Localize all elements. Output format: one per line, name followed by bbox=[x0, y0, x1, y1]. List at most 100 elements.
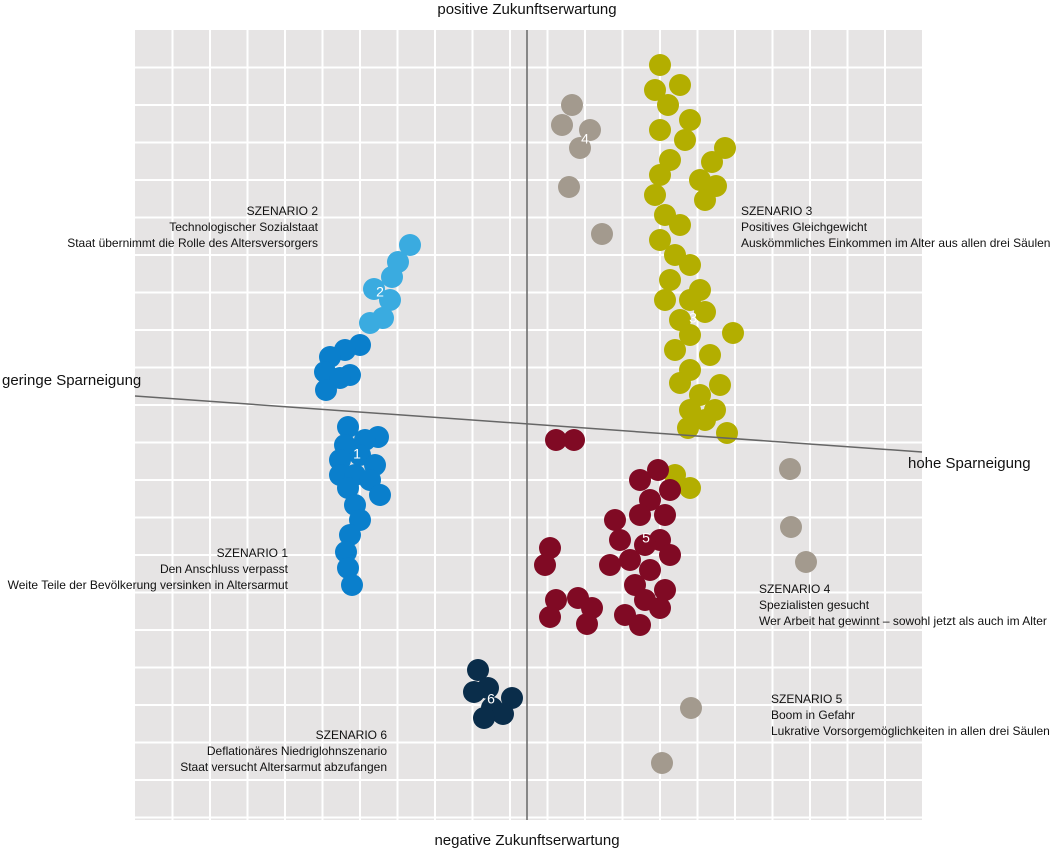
dot bbox=[363, 278, 385, 300]
dot bbox=[463, 681, 485, 703]
scenario-title: SZENARIO 2 bbox=[247, 204, 319, 218]
scenario-line: Deflationäres Niedriglohnszenario bbox=[207, 744, 387, 758]
dot bbox=[629, 469, 651, 491]
scenario-title: SZENARIO 5 bbox=[771, 692, 843, 706]
dot bbox=[669, 214, 691, 236]
dot bbox=[709, 374, 731, 396]
dot bbox=[677, 417, 699, 439]
dot bbox=[558, 176, 580, 198]
axis-label: negative Zukunftserwartung bbox=[434, 832, 619, 849]
dot bbox=[551, 114, 573, 136]
labels: 1 2 3 4 5 6 SZENARIO 1 Den Anschluss verpasst We… bbox=[8, 131, 1051, 774]
dot bbox=[649, 597, 671, 619]
scenario-title: SZENARIO 4 bbox=[759, 582, 831, 596]
dot bbox=[379, 289, 401, 311]
dot bbox=[609, 529, 631, 551]
dot bbox=[315, 379, 337, 401]
dot bbox=[714, 137, 736, 159]
dot bbox=[679, 289, 701, 311]
cluster-label: 3 bbox=[689, 310, 697, 326]
scenario-line: Staat übernimmt die Rolle des Altersvers… bbox=[67, 236, 318, 250]
dot bbox=[674, 129, 696, 151]
dot bbox=[699, 344, 721, 366]
dot bbox=[716, 422, 738, 444]
dot bbox=[534, 554, 556, 576]
axis-label: hohe Sparneigung bbox=[908, 455, 1031, 472]
dot bbox=[779, 458, 801, 480]
horizontal-axis bbox=[134, 395, 923, 453]
dot bbox=[694, 301, 716, 323]
dot bbox=[669, 74, 691, 96]
scenario-title: SZENARIO 6 bbox=[316, 728, 388, 742]
dot bbox=[639, 559, 661, 581]
axis-label: geringe Sparneigung bbox=[2, 372, 141, 389]
dot bbox=[501, 687, 523, 709]
dot bbox=[659, 269, 681, 291]
dot bbox=[369, 484, 391, 506]
dot bbox=[680, 697, 702, 719]
axis-label: positive Zukunftserwartung bbox=[437, 1, 616, 18]
dot bbox=[679, 477, 701, 499]
scenario-line: Staat versucht Altersarmut abzufangen bbox=[180, 760, 387, 774]
dot bbox=[644, 184, 666, 206]
dot bbox=[341, 574, 363, 596]
dot bbox=[654, 579, 676, 601]
dot bbox=[337, 557, 359, 579]
dot bbox=[561, 94, 583, 116]
dot bbox=[629, 504, 651, 526]
scenario-title: SZENARIO 1 bbox=[217, 546, 289, 560]
scenario-title: SZENARIO 3 bbox=[741, 204, 813, 218]
dot bbox=[634, 534, 656, 556]
scenario-line: Spezialisten gesucht bbox=[759, 598, 870, 612]
dot bbox=[399, 234, 421, 256]
dot bbox=[337, 477, 359, 499]
dot bbox=[649, 164, 671, 186]
dot bbox=[473, 707, 495, 729]
dot bbox=[359, 312, 381, 334]
dot bbox=[337, 416, 359, 438]
cluster-label: 4 bbox=[581, 131, 589, 147]
dot bbox=[679, 324, 701, 346]
dot bbox=[694, 189, 716, 211]
dot bbox=[579, 119, 601, 141]
dot bbox=[569, 137, 591, 159]
dot bbox=[701, 151, 723, 173]
dot bbox=[539, 606, 561, 628]
scenario-line: Boom in Gefahr bbox=[771, 708, 855, 722]
dot bbox=[657, 94, 679, 116]
dot bbox=[654, 289, 676, 311]
dot bbox=[651, 752, 673, 774]
scenario-line: Wer Arbeit hat gewinnt – sowohl jetzt al… bbox=[759, 614, 1047, 628]
dot bbox=[629, 614, 651, 636]
dot bbox=[669, 372, 691, 394]
dot bbox=[539, 537, 561, 559]
dot bbox=[604, 509, 626, 531]
dot bbox=[545, 429, 567, 451]
scenario-line: Den Anschluss verpasst bbox=[160, 562, 289, 576]
dot bbox=[591, 223, 613, 245]
dot bbox=[659, 479, 681, 501]
dot bbox=[659, 544, 681, 566]
dot bbox=[694, 409, 716, 431]
dot bbox=[599, 554, 621, 576]
dot bbox=[339, 524, 361, 546]
dot bbox=[649, 119, 671, 141]
scenario-line: Lukrative Vorsorgemöglichkeiten in allen… bbox=[771, 724, 1050, 738]
dots bbox=[314, 54, 817, 774]
dot bbox=[563, 429, 585, 451]
dot bbox=[545, 589, 567, 611]
dot bbox=[664, 339, 686, 361]
plot-area bbox=[135, 30, 922, 820]
cluster-label: 5 bbox=[642, 530, 650, 546]
dot bbox=[780, 516, 802, 538]
scenario-line: Technologischer Sozialstaat bbox=[169, 220, 318, 234]
cluster-label: 6 bbox=[487, 691, 495, 707]
scenario-line: Auskömmliches Einkommen im Alter aus all… bbox=[741, 236, 1050, 250]
dot bbox=[467, 659, 489, 681]
dot bbox=[492, 703, 514, 725]
scenario-line: Positives Gleichgewicht bbox=[741, 220, 868, 234]
dot bbox=[649, 229, 671, 251]
scenario-line: Weite Teile der Bevölkerung versinken in… bbox=[8, 578, 289, 592]
dot bbox=[381, 266, 403, 288]
